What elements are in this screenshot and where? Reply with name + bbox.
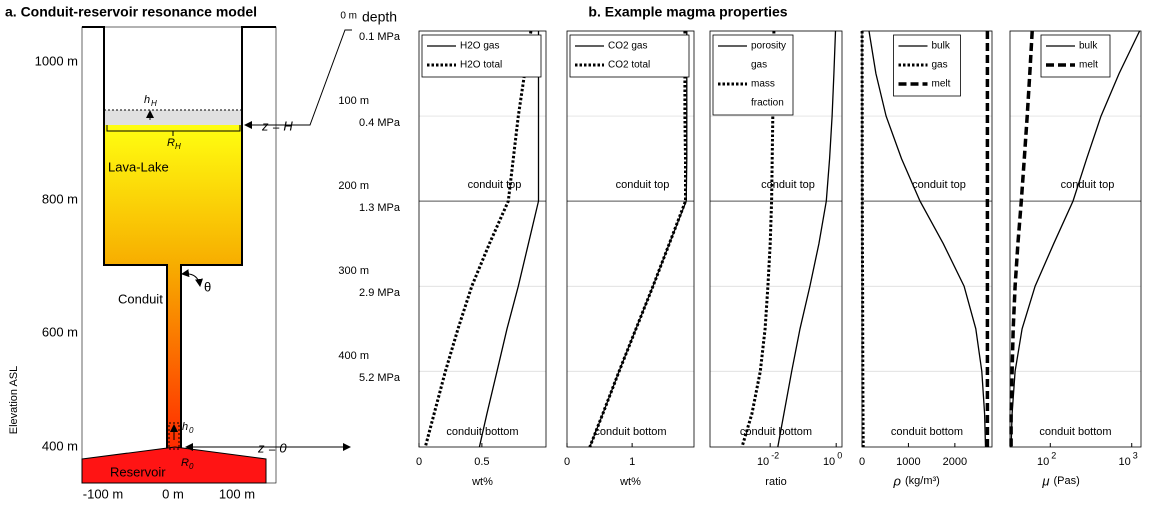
x-tick: -100 m xyxy=(83,486,123,501)
depth-tick-label: 100 m xyxy=(338,95,369,107)
panel-b-title: b. Example magma properties xyxy=(588,4,787,20)
z-bottom-label: z = 0 xyxy=(257,440,287,455)
pressure-tick-label: 2.9 MPa xyxy=(359,287,401,299)
elevation-label: Elevation ASL xyxy=(8,366,20,435)
pressure-tick-label: 0.1 MPa xyxy=(359,31,401,43)
x-tick-label: 10 xyxy=(1037,456,1049,468)
x-tick-label: 1000 xyxy=(896,456,920,468)
legend-label: melt xyxy=(932,79,951,90)
series-line xyxy=(1011,31,1140,447)
x-tick: 100 m xyxy=(219,486,255,501)
plot-frame xyxy=(567,31,694,447)
depth-tick-label: 400 m xyxy=(338,350,369,362)
elevation-tick: 1000 m xyxy=(35,53,78,68)
conduit xyxy=(167,265,181,449)
annotation: conduit top xyxy=(468,179,522,191)
page: a. Conduit-reservoir resonance model 100… xyxy=(0,0,1151,508)
legend-label: melt xyxy=(1079,60,1098,71)
legend-label: fraction xyxy=(751,98,784,109)
series-line xyxy=(590,31,687,447)
r-0-sub: 0 xyxy=(189,462,194,471)
x-tick-exponent: 0 xyxy=(837,450,842,460)
angle-arc xyxy=(182,274,200,286)
x-tick-exponent: 2 xyxy=(1051,450,1056,460)
elevation-tick: 800 m xyxy=(42,191,78,206)
z-top-label: z = H xyxy=(261,118,293,133)
legend-label: gas xyxy=(932,60,948,71)
legend-label: H2O gas xyxy=(460,41,499,52)
x-tick-label: 0 xyxy=(859,456,865,468)
r-0-label: R xyxy=(181,457,189,469)
legend-label: CO2 total xyxy=(608,60,650,71)
plot-frame xyxy=(419,31,546,447)
x-label: wt% xyxy=(471,476,493,488)
annotation: conduit bottom xyxy=(594,426,666,438)
r-h-label: R xyxy=(167,137,175,149)
series-line xyxy=(425,31,531,447)
annotation: conduit top xyxy=(1061,179,1115,191)
h-h-label: h xyxy=(144,94,150,106)
depth-tick-label: 200 m xyxy=(338,180,369,192)
legend-label: porosity xyxy=(751,41,786,52)
z-top-pointer xyxy=(245,30,352,125)
depth-tick-label: 300 m xyxy=(338,265,369,277)
x-label: μ xyxy=(1041,473,1049,488)
x-label-unit: (kg/m³) xyxy=(905,475,940,487)
depth-tick-label: 0 m xyxy=(340,11,357,22)
x-tick-label: 0 xyxy=(416,456,422,468)
x-tick-label: 0 xyxy=(564,456,570,468)
legend-label: mass xyxy=(751,79,775,90)
legend-box xyxy=(1041,35,1110,77)
legend-label: CO2 gas xyxy=(608,41,647,52)
h-0-label: h xyxy=(182,421,188,433)
x-label-unit: (Pas) xyxy=(1054,475,1080,487)
x-tick-label: 1 xyxy=(629,456,635,468)
lake-head xyxy=(104,110,242,125)
annotation: conduit top xyxy=(761,179,815,191)
legend-label: bulk xyxy=(1079,41,1098,52)
h-0-sub: 0 xyxy=(189,426,194,435)
lava-lake-label: Lava-Lake xyxy=(108,159,169,174)
legend-label: H2O total xyxy=(460,60,502,71)
x-tick-label: 10 xyxy=(1118,456,1130,468)
legend-label: gas xyxy=(751,60,767,71)
x-tick-label: 2000 xyxy=(943,456,967,468)
elevation-tick: 600 m xyxy=(42,324,78,339)
pressure-tick-label: 0.4 MPa xyxy=(359,117,401,129)
elevation-tick: 400 m xyxy=(42,438,78,453)
annotation: conduit bottom xyxy=(740,426,812,438)
panel-a-title: a. Conduit-reservoir resonance model xyxy=(5,4,257,20)
pressure-tick-label: 1.3 MPa xyxy=(359,202,401,214)
theta-label: θ xyxy=(204,279,211,294)
conduit-label: Conduit xyxy=(118,291,163,306)
x-tick-exponent: 3 xyxy=(1133,450,1138,460)
reservoir-label: Reservoir xyxy=(110,464,166,479)
r-h-sub: H xyxy=(175,142,181,151)
x-tick: 0 m xyxy=(162,486,184,501)
depth-label: depth xyxy=(362,9,397,25)
figure: a. Conduit-reservoir resonance model 100… xyxy=(0,0,1151,508)
legend-label: bulk xyxy=(932,41,951,52)
h-h-sub: H xyxy=(151,99,157,108)
x-label: wt% xyxy=(619,476,641,488)
x-tick-exponent: -2 xyxy=(771,450,779,460)
panel-a: a. Conduit-reservoir resonance model 100… xyxy=(5,4,352,502)
annotation: conduit top xyxy=(616,179,670,191)
annotation: conduit bottom xyxy=(1039,426,1111,438)
x-label: ρ xyxy=(893,473,902,488)
annotation: conduit top xyxy=(912,179,966,191)
x-tick-label: 10 xyxy=(757,456,769,468)
x-tick-label: 0.5 xyxy=(474,456,489,468)
annotation: conduit bottom xyxy=(891,426,963,438)
x-tick-label: 10 xyxy=(823,456,835,468)
series-line xyxy=(479,31,538,447)
pressure-tick-label: 5.2 MPa xyxy=(359,372,401,384)
x-label: ratio xyxy=(765,476,786,488)
